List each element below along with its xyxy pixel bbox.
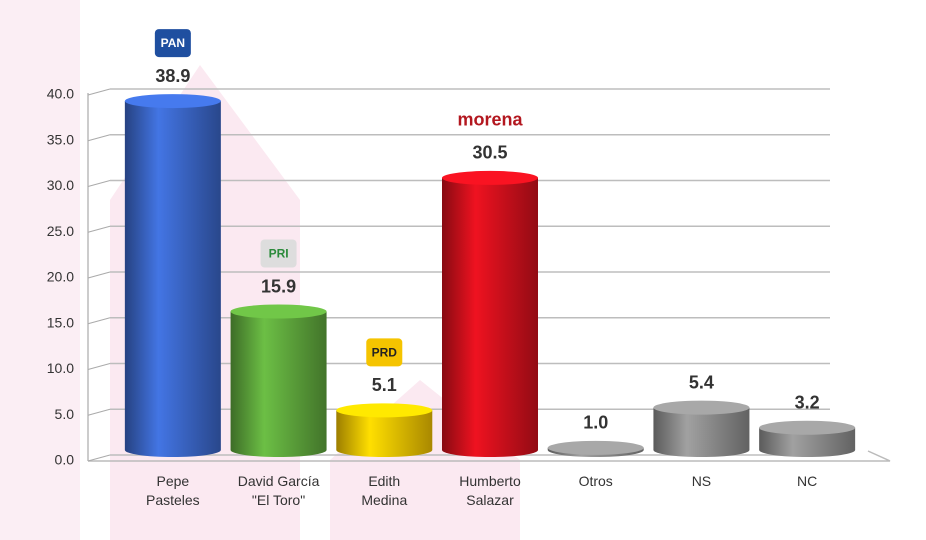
party-logo (472, 105, 508, 134)
background-band (0, 0, 80, 540)
party-logo-text: PAN (161, 36, 185, 50)
y-tick-label: 15.0 (47, 314, 74, 330)
party-logo-text: PRI (269, 247, 289, 261)
tick-mark (87, 408, 111, 416)
value-label: 5.1 (372, 375, 397, 395)
bar-top (442, 170, 538, 185)
x-tick-label: Humberto Salazar (459, 473, 521, 508)
bar-top (124, 94, 221, 109)
floor (88, 450, 891, 462)
tick-mark (87, 271, 111, 279)
tick-mark (87, 363, 111, 370)
tick-mark (87, 225, 111, 233)
party-logo-text: PRD (372, 346, 398, 360)
x-tick-label: NS (691, 473, 712, 489)
bar (230, 311, 327, 457)
bar-top (759, 420, 856, 435)
party-logo-text: morena (457, 110, 523, 130)
value-label: 38.9 (155, 66, 190, 86)
tick-mark (87, 454, 111, 462)
bar-top (653, 400, 750, 415)
y-tick-label: 25.0 (47, 223, 74, 239)
party-logo (366, 338, 403, 367)
bar (336, 410, 433, 458)
party-logo (260, 239, 297, 268)
bar-top (547, 440, 644, 455)
bar (653, 407, 750, 458)
bar-top (336, 403, 433, 418)
x-tick-label: Pepe Pasteles (145, 473, 200, 508)
value-label: 3.2 (795, 392, 820, 412)
y-tick-label: 10.0 (47, 360, 74, 376)
tick-mark (87, 180, 111, 187)
x-tick-label: NC (797, 473, 818, 489)
value-label: 5.4 (689, 372, 714, 392)
bar (442, 177, 538, 458)
tick-mark (87, 317, 111, 325)
y-tick-label: 40.0 (47, 86, 74, 102)
y-tick-label: 20.0 (47, 269, 74, 285)
y-tick-label: 35.0 (47, 131, 74, 147)
y-tick-label: 30.0 (47, 177, 74, 193)
y-tick-label: 0.0 (55, 452, 75, 468)
tick-mark (87, 88, 111, 96)
tick-mark (87, 134, 111, 142)
value-label: 30.5 (472, 143, 507, 163)
bar (759, 427, 856, 458)
x-tick-label: Edith Medina (361, 473, 408, 508)
x-tick-label: David García "El Toro" (237, 473, 320, 508)
party-logo (154, 29, 191, 58)
bar (124, 101, 221, 457)
value-label: 15.9 (261, 276, 296, 296)
value-label: 1.0 (583, 413, 608, 433)
bar-top (230, 304, 327, 319)
y-tick-label: 5.0 (55, 406, 75, 422)
x-tick-label: Otros (578, 473, 613, 489)
